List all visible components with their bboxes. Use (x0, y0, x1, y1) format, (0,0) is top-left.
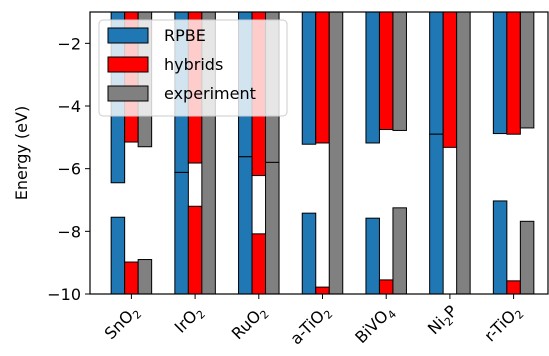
x-tick-label: r-TiO2 (480, 301, 526, 347)
bar-vbm-experiment-4 (392, 11, 407, 131)
bar-cbm-RPBE-6 (492, 200, 508, 295)
y-axis: −10 −8 −6 −4 −2 (47, 34, 90, 304)
bar-cbm-RPBE-3 (301, 212, 317, 295)
y-axis-label: Energy (eV) (12, 106, 31, 200)
x-tick-label: BiVO4 (351, 301, 399, 349)
x-tick-label: RuO2 (228, 301, 272, 345)
bar-cbm-experiment-4 (392, 207, 407, 295)
legend-swatch-RPBE (107, 27, 149, 44)
bar-cbm-hybrids-0 (124, 261, 139, 295)
bar-vbm-RPBE-3 (301, 11, 317, 145)
bar-vbm-RPBE-6 (492, 11, 508, 135)
bar-cbm-RPBE-4 (365, 217, 380, 295)
bar-vbm-hybrids-3 (315, 11, 330, 144)
bar-cbm-experiment-6 (519, 220, 535, 295)
bar-vbm-hybrids-4 (378, 11, 394, 130)
bar-vbm-experiment-5 (456, 11, 471, 295)
bar-vbm-experiment-6 (519, 11, 535, 129)
bar-vbm-RPBE-4 (365, 11, 380, 144)
bar-cbm-experiment-2 (265, 161, 280, 295)
y-tick-label: −10 (47, 285, 81, 304)
bar-cbm-RPBE-1 (174, 171, 189, 295)
legend-label-RPBE: RPBE (164, 26, 206, 45)
bar-vbm-hybrids-6 (506, 11, 521, 135)
y-tick-label: −4 (57, 97, 81, 116)
bar-cbm-experiment-0 (137, 259, 153, 295)
x-axis: SnO2 IrO2 RuO2 a-TiO2 BiVO4 Ni2P r-TiO2 (101, 294, 527, 350)
legend-swatch-hybrids (107, 56, 149, 73)
legend-swatch-experiment (107, 85, 149, 102)
y-tick-label: −8 (57, 222, 81, 241)
legend: RPBE hybrids experiment (98, 19, 288, 117)
bar-vbm-hybrids-5 (442, 11, 458, 148)
bar-cbm-hybrids-1 (187, 205, 203, 295)
bar-cbm-RPBE-2 (238, 156, 253, 295)
legend-label-hybrids: hybrids (164, 55, 223, 74)
y-tick-label: −6 (57, 160, 81, 179)
x-tick-label: SnO2 (101, 301, 145, 345)
x-tick-label: a-TiO2 (286, 301, 335, 350)
plot-frame (89, 11, 549, 295)
bar-vbm-experiment-3 (328, 11, 344, 295)
bar-cbm-hybrids-2 (251, 233, 267, 295)
bar-cbm-RPBE-5 (429, 133, 444, 295)
legend-label-experiment: experiment (164, 84, 256, 103)
bar-cbm-RPBE-0 (110, 216, 126, 295)
bar-vbm-RPBE-5 (429, 11, 444, 135)
bar-cbm-hybrids-4 (378, 279, 394, 295)
y-tick-label: −2 (57, 34, 81, 53)
x-tick-label: Ni2P (424, 301, 463, 340)
bar-cbm-hybrids-6 (506, 280, 521, 295)
x-tick-label: IrO2 (171, 301, 208, 338)
bar-cbm-hybrids-3 (315, 286, 330, 295)
